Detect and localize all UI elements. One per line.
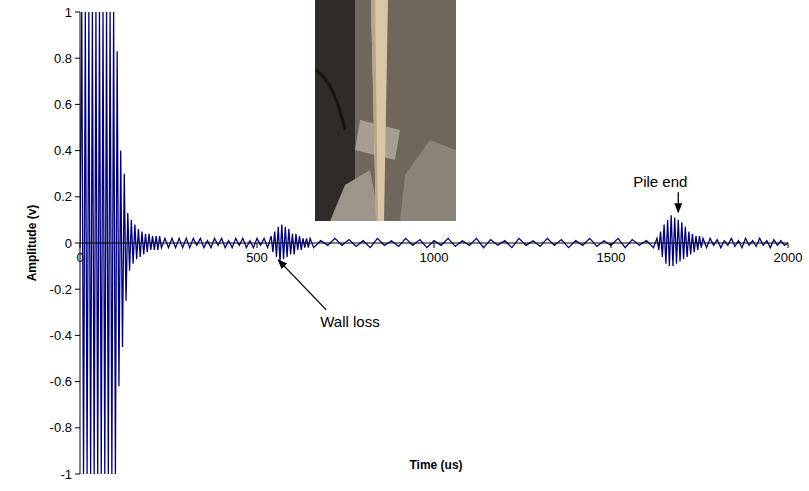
x-tick-label: 0	[76, 250, 83, 265]
y-tick	[75, 58, 80, 59]
x-tick-label: 1000	[420, 250, 449, 265]
y-tick-label: 1	[65, 5, 72, 20]
y-tick-label: 0.4	[54, 143, 72, 158]
y-tick	[75, 104, 80, 105]
annotation-label: Wall loss	[320, 313, 379, 330]
y-tick-label: -0.4	[50, 328, 72, 343]
y-tick	[75, 474, 80, 475]
x-tick	[788, 243, 789, 248]
chart: -1 -0.8 -0.6 -0.4 -0.2 0 0.2 0.4 0.6 0.8 1 0 500 1000…	[0, 0, 809, 491]
y-tick-label: -0.6	[50, 374, 72, 389]
y-tick-label: -0.8	[50, 420, 72, 435]
y-tick	[75, 12, 80, 13]
x-tick-label: 500	[246, 250, 268, 265]
x-tick-label: 1500	[597, 250, 626, 265]
y-tick-label: -1	[60, 467, 72, 482]
y-tick	[75, 289, 80, 290]
y-tick-label: 0.6	[54, 97, 72, 112]
x-tick	[611, 243, 612, 248]
y-tick-label: 0	[65, 236, 72, 251]
x-tick	[434, 243, 435, 248]
y-tick-label: 0.8	[54, 51, 72, 66]
x-tick	[80, 243, 81, 248]
y-tick	[75, 335, 80, 336]
y-axis-line	[80, 12, 81, 474]
annotation-arrow	[678, 192, 679, 212]
y-axis-title: Amplitude (v)	[25, 205, 39, 282]
y-tick	[75, 381, 80, 382]
x-axis-title: Time (us)	[409, 458, 462, 472]
y-tick	[75, 427, 80, 428]
y-tick	[75, 150, 80, 151]
y-tick	[75, 243, 80, 244]
annotation-arrow	[278, 260, 326, 310]
inset-photo	[315, 0, 456, 221]
x-tick	[257, 243, 258, 248]
x-tick-label: 2000	[774, 250, 803, 265]
y-tick-label: 0.2	[54, 189, 72, 204]
y-tick	[75, 196, 80, 197]
annotation-label: Pile end	[633, 173, 687, 190]
y-tick-label: -0.2	[50, 282, 72, 297]
